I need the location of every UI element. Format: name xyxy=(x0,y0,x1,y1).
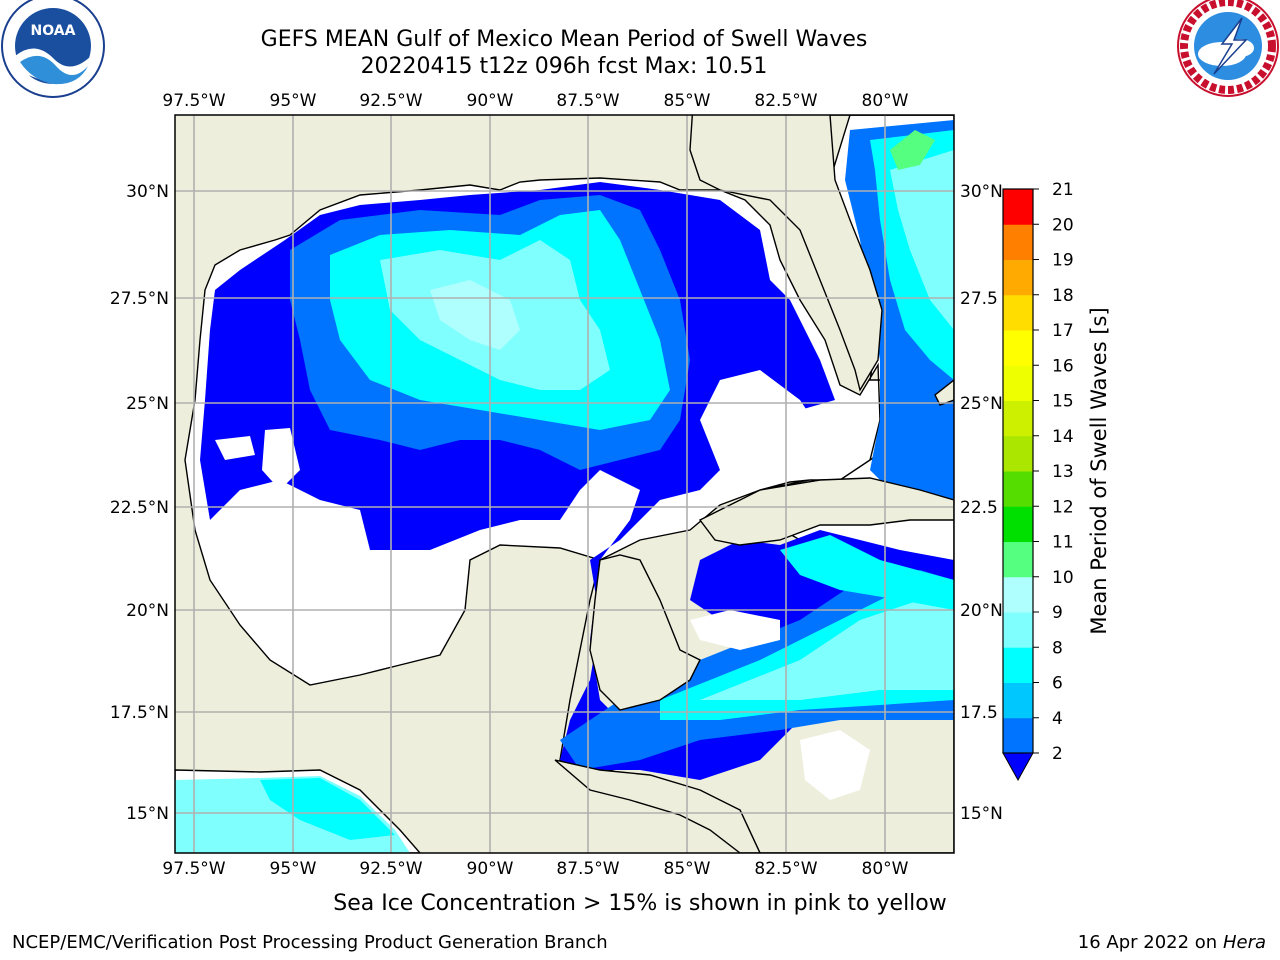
lat-label: 17.5°N xyxy=(110,703,169,723)
lon-label: 97.5°W xyxy=(162,91,225,111)
lat-label: 15°N xyxy=(126,804,169,824)
date-stamp: 16 Apr 2022 on Hera xyxy=(1078,932,1266,953)
lat-labels-right: 30°N 27.5 25°N 22.5 20°N 17.5 15°N xyxy=(960,182,1003,824)
colorbar-segment xyxy=(1003,576,1033,613)
lat-label: 30°N xyxy=(960,182,1003,202)
colorbar-tick-label: 18 xyxy=(1052,286,1074,306)
lon-label: 92.5°W xyxy=(359,91,422,111)
date-text: 16 Apr 2022 on xyxy=(1077,932,1223,953)
noaa-logo: NOAA xyxy=(1,0,105,98)
colorbar-segment xyxy=(1003,365,1033,401)
lon-label: 97.5°W xyxy=(162,859,225,879)
lat-label: 25°N xyxy=(960,394,1003,414)
colorbar-segments xyxy=(1003,189,1033,754)
colorbar-segment xyxy=(1003,647,1033,683)
colorbar-segment xyxy=(1003,612,1033,648)
colorbar-tick-label: 6 xyxy=(1052,674,1063,694)
colorbar-tick-label: 2 xyxy=(1052,744,1063,764)
colorbar-segment xyxy=(1003,541,1033,578)
credit-text: NCEP/EMC/Verification Post Processing Pr… xyxy=(12,932,608,953)
lon-label: 95°W xyxy=(270,859,317,879)
map-frame xyxy=(174,114,955,854)
colorbar-segment xyxy=(1003,435,1033,472)
colorbar-tick-label: 20 xyxy=(1052,215,1074,235)
lon-label: 90°W xyxy=(467,91,514,111)
lat-label: 20°N xyxy=(126,601,169,621)
colorbar-segment xyxy=(1003,224,1033,260)
colorbar-tick-label: 4 xyxy=(1052,709,1063,729)
colorbar-tick-label: 9 xyxy=(1052,603,1063,623)
lon-label: 85°W xyxy=(664,859,711,879)
map-area xyxy=(175,115,954,853)
colorbar-segment xyxy=(1003,471,1033,507)
lat-label: 27.5°N xyxy=(110,289,169,309)
colorbar-tick-label: 13 xyxy=(1052,462,1074,482)
map-subtitle: 20220415 t12z 096h fcst Max: 10.51 xyxy=(360,54,768,79)
lat-label: 25°N xyxy=(126,394,169,414)
lon-label: 85°W xyxy=(664,91,711,111)
lon-label: 90°W xyxy=(467,859,514,879)
lon-labels-bottom: 97.5°W 95°W 92.5°W 90°W 87.5°W 85°W 82.5… xyxy=(162,859,908,879)
colorbar-extend-arrow xyxy=(1002,752,1034,782)
lat-labels-left: 30°N 27.5°N 25°N 22.5°N 20°N 17.5°N 15°N xyxy=(110,182,169,824)
colorbar-segment xyxy=(1003,330,1033,366)
map-title: GEFS MEAN Gulf of Mexico Mean Period of … xyxy=(260,27,868,52)
noaa-logo-text: NOAA xyxy=(31,23,76,39)
lon-label: 82.5°W xyxy=(754,859,817,879)
colorbar-tick-label: 10 xyxy=(1052,568,1074,588)
swell-period-fill xyxy=(175,120,954,853)
colorbar-segment xyxy=(1003,259,1033,296)
colorbar-segment xyxy=(1003,294,1033,331)
colorbar-tick-label: 8 xyxy=(1052,638,1063,658)
colorbar-segment xyxy=(1003,189,1033,225)
lon-label: 95°W xyxy=(270,91,317,111)
lat-label: 22.5 xyxy=(960,498,998,518)
colorbar-segment xyxy=(1003,717,1033,754)
land-overlays xyxy=(554,115,954,853)
colorbar-ticks: 2 4 6 8 9 10 11 12 13 14 15 16 17 18 19 20 21 xyxy=(1033,180,1074,764)
graticule xyxy=(175,115,954,853)
colorbar-segment xyxy=(1003,682,1033,719)
lon-labels-top: 97.5°W 95°W 92.5°W 90°W 87.5°W 85°W 82.5… xyxy=(162,91,908,111)
colorbar-tick-label: 19 xyxy=(1052,251,1074,271)
lon-label: 92.5°W xyxy=(359,859,422,879)
nws-logo xyxy=(1177,0,1279,97)
lat-label: 30°N xyxy=(126,182,169,202)
colorbar-tick-label: 12 xyxy=(1052,497,1074,517)
lon-label: 87.5°W xyxy=(556,859,619,879)
lon-label: 82.5°W xyxy=(754,91,817,111)
colorbar-tick-label: 14 xyxy=(1052,427,1074,447)
lon-label: 80°W xyxy=(862,859,909,879)
lon-label: 80°W xyxy=(862,91,909,111)
sea-ice-note: Sea Ice Concentration > 15% is shown in … xyxy=(333,891,947,916)
lat-label: 22.5°N xyxy=(110,498,169,518)
lat-label: 17.5 xyxy=(960,703,998,723)
colorbar-label: Mean Period of Swell Waves [s] xyxy=(1087,307,1111,634)
colorbar-segment xyxy=(1003,506,1033,542)
colorbar-tick-label: 11 xyxy=(1052,533,1074,553)
lat-label: 27.5 xyxy=(960,289,998,309)
host-name: Hera xyxy=(1222,932,1266,953)
colorbar-tick-label: 16 xyxy=(1052,356,1074,376)
colorbar-tick-label: 17 xyxy=(1052,321,1074,341)
lat-label: 20°N xyxy=(960,601,1003,621)
colorbar: 2 4 6 8 9 10 11 12 13 14 15 16 17 18 19 20 21 Mean Perio… xyxy=(1002,180,1111,782)
colorbar-tick-label: 21 xyxy=(1052,180,1074,200)
lat-label: 15°N xyxy=(960,804,1003,824)
colorbar-tick-label: 15 xyxy=(1052,392,1074,412)
lon-label: 87.5°W xyxy=(556,91,619,111)
colorbar-segment xyxy=(1003,400,1033,437)
